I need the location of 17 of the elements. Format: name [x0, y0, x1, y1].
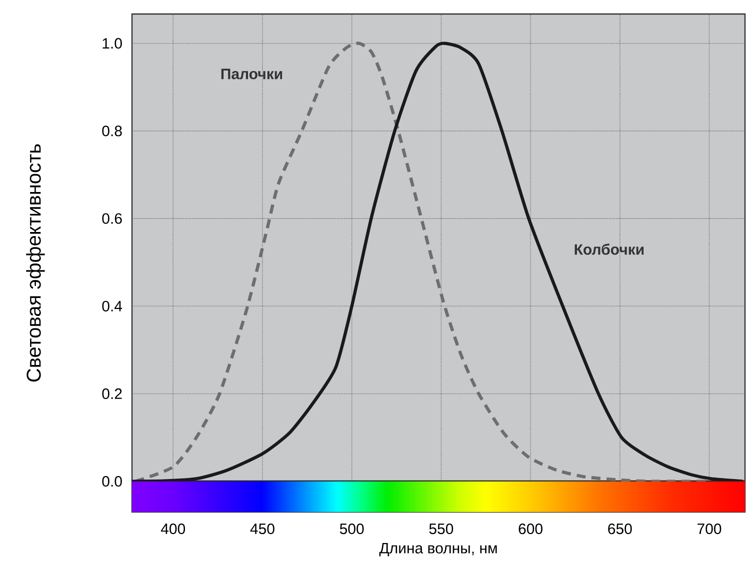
x-tick-label: 550	[429, 524, 454, 534]
y-tick-label: 0.4	[102, 300, 122, 312]
y-tick-label: 0.2	[102, 388, 122, 400]
x-tick-label: 600	[518, 524, 542, 534]
x-tick-label: 450	[250, 524, 274, 534]
x-axis-title: Длина волны, нм	[379, 542, 497, 556]
y-tick-label: 0.6	[102, 213, 122, 224]
x-tick-label: 500	[340, 524, 364, 534]
y-axis-title: Световая эффективность	[26, 144, 45, 382]
y-tick-label: 0.0	[102, 476, 122, 487]
x-tick-label: 700	[698, 524, 722, 534]
x-tick-label: 650	[608, 524, 632, 534]
y-tick-label: 0.8	[102, 126, 122, 136]
y-tick-label: 1.0	[102, 38, 122, 49]
x-tick-label: 400	[160, 524, 186, 534]
text: Колбочки	[574, 244, 644, 255]
text: Палочки	[221, 68, 282, 80]
